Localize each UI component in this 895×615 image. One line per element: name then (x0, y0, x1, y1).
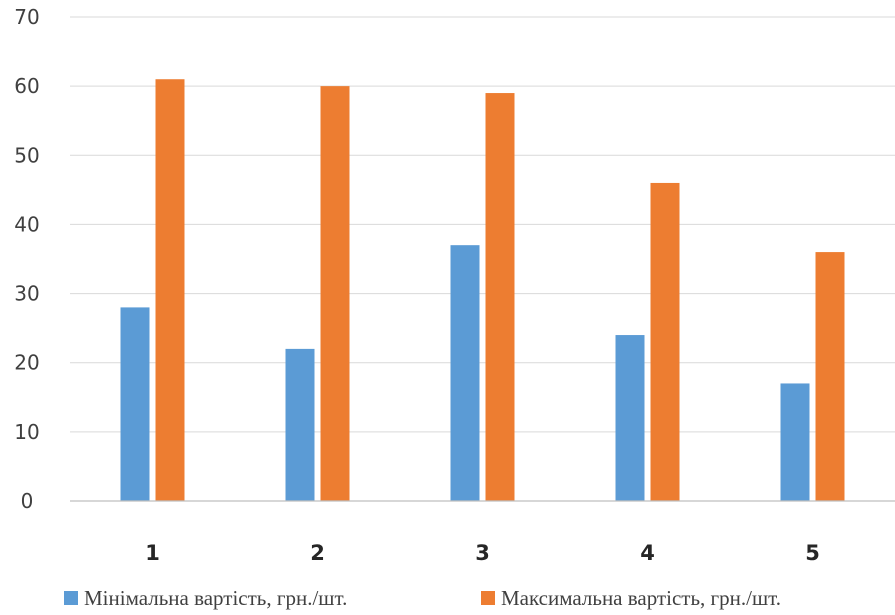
x-tick-label: 1 (145, 541, 160, 565)
y-axis-ticks: 0 10 20 30 40 50 60 70 (14, 5, 39, 513)
y-tick-label: 70 (14, 5, 39, 29)
y-tick-label: 60 (14, 74, 39, 98)
bar-max-1 (155, 79, 185, 501)
legend-item: Мінімальна вартість, грн./шт. (64, 586, 347, 610)
legend-swatch (481, 591, 495, 605)
bar-max-4 (650, 182, 680, 501)
x-tick-label: 5 (805, 541, 820, 565)
bar-min-4 (615, 335, 645, 501)
bar-min-3 (450, 245, 480, 501)
y-tick-label: 0 (21, 489, 34, 513)
y-tick-label: 20 (14, 351, 39, 375)
bar-max-5 (815, 252, 845, 501)
bar-max-3 (485, 93, 515, 502)
bar-min-1 (120, 307, 150, 501)
y-tick-label: 10 (14, 420, 39, 444)
bars (120, 79, 845, 502)
gridlines (70, 16, 895, 433)
x-tick-label: 4 (640, 541, 655, 565)
legend: Мінімальна вартість, грн./шт. Максимальна… (64, 586, 781, 610)
legend-item: Максимальна вартість, грн./шт. (481, 586, 781, 610)
bar-max-2 (320, 86, 350, 502)
bar-min-5 (780, 383, 810, 501)
legend-swatch (64, 591, 78, 605)
y-tick-label: 30 (14, 282, 39, 306)
legend-label: Мінімальна вартість, грн./шт. (84, 586, 347, 610)
x-tick-label: 3 (475, 541, 490, 565)
legend-label: Максимальна вартість, грн./шт. (501, 586, 781, 610)
x-tick-label: 2 (310, 541, 325, 565)
y-tick-label: 40 (14, 212, 39, 236)
y-tick-label: 50 (14, 143, 39, 167)
bar-min-2 (285, 348, 315, 501)
x-axis-ticks: 1 2 3 4 5 (145, 541, 820, 565)
